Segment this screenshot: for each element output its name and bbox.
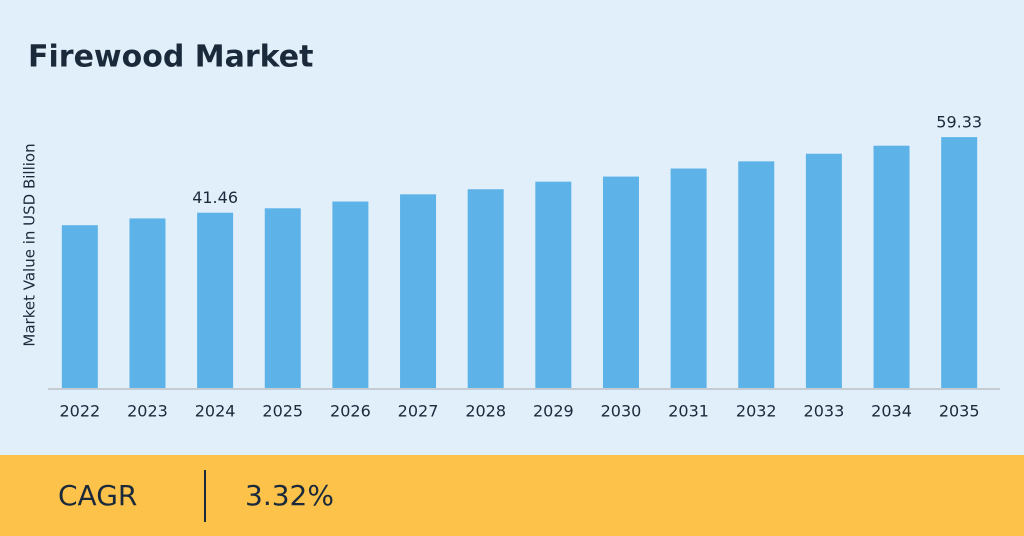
x-tick-label: 2031 xyxy=(668,402,709,421)
bar xyxy=(197,212,234,388)
x-tick-label: 2029 xyxy=(533,402,574,421)
bar xyxy=(602,176,639,388)
x-tick-label: 2032 xyxy=(736,402,777,421)
x-tick-label: 2033 xyxy=(804,402,845,421)
bar xyxy=(873,145,910,388)
value-label: 41.46 xyxy=(192,188,238,207)
bar xyxy=(941,137,978,388)
x-tick-label: 2028 xyxy=(465,402,506,421)
bar xyxy=(332,201,369,388)
x-tick-label: 2035 xyxy=(939,402,980,421)
bar xyxy=(61,225,98,388)
chart-background xyxy=(0,0,1024,455)
chart-title: Firewood Market xyxy=(28,40,314,75)
bar xyxy=(805,153,842,388)
bar xyxy=(400,194,437,388)
x-tick-label: 2023 xyxy=(127,402,168,421)
cagr-label: CAGR xyxy=(58,479,137,512)
footer-band xyxy=(0,455,1024,536)
x-tick-label: 2025 xyxy=(262,402,303,421)
bar xyxy=(535,181,572,388)
bar xyxy=(264,208,301,388)
bar xyxy=(129,218,166,388)
x-tick-label: 2022 xyxy=(59,402,100,421)
x-tick-label: 2026 xyxy=(330,402,371,421)
cagr-value: 3.32% xyxy=(245,479,334,512)
x-tick-label: 2027 xyxy=(398,402,439,421)
x-tick-label: 2030 xyxy=(601,402,642,421)
y-axis-label: Market Value in USD Billion xyxy=(21,143,39,346)
bar xyxy=(467,189,504,388)
bar xyxy=(738,161,775,388)
bar xyxy=(670,168,707,388)
x-tick-label: 2034 xyxy=(871,402,912,421)
value-label: 59.33 xyxy=(936,113,982,132)
x-tick-label: 2024 xyxy=(195,402,236,421)
